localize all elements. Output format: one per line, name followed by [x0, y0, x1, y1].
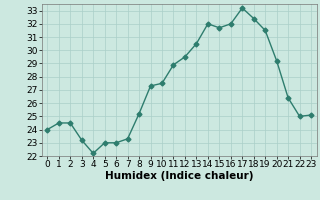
X-axis label: Humidex (Indice chaleur): Humidex (Indice chaleur): [105, 171, 253, 181]
